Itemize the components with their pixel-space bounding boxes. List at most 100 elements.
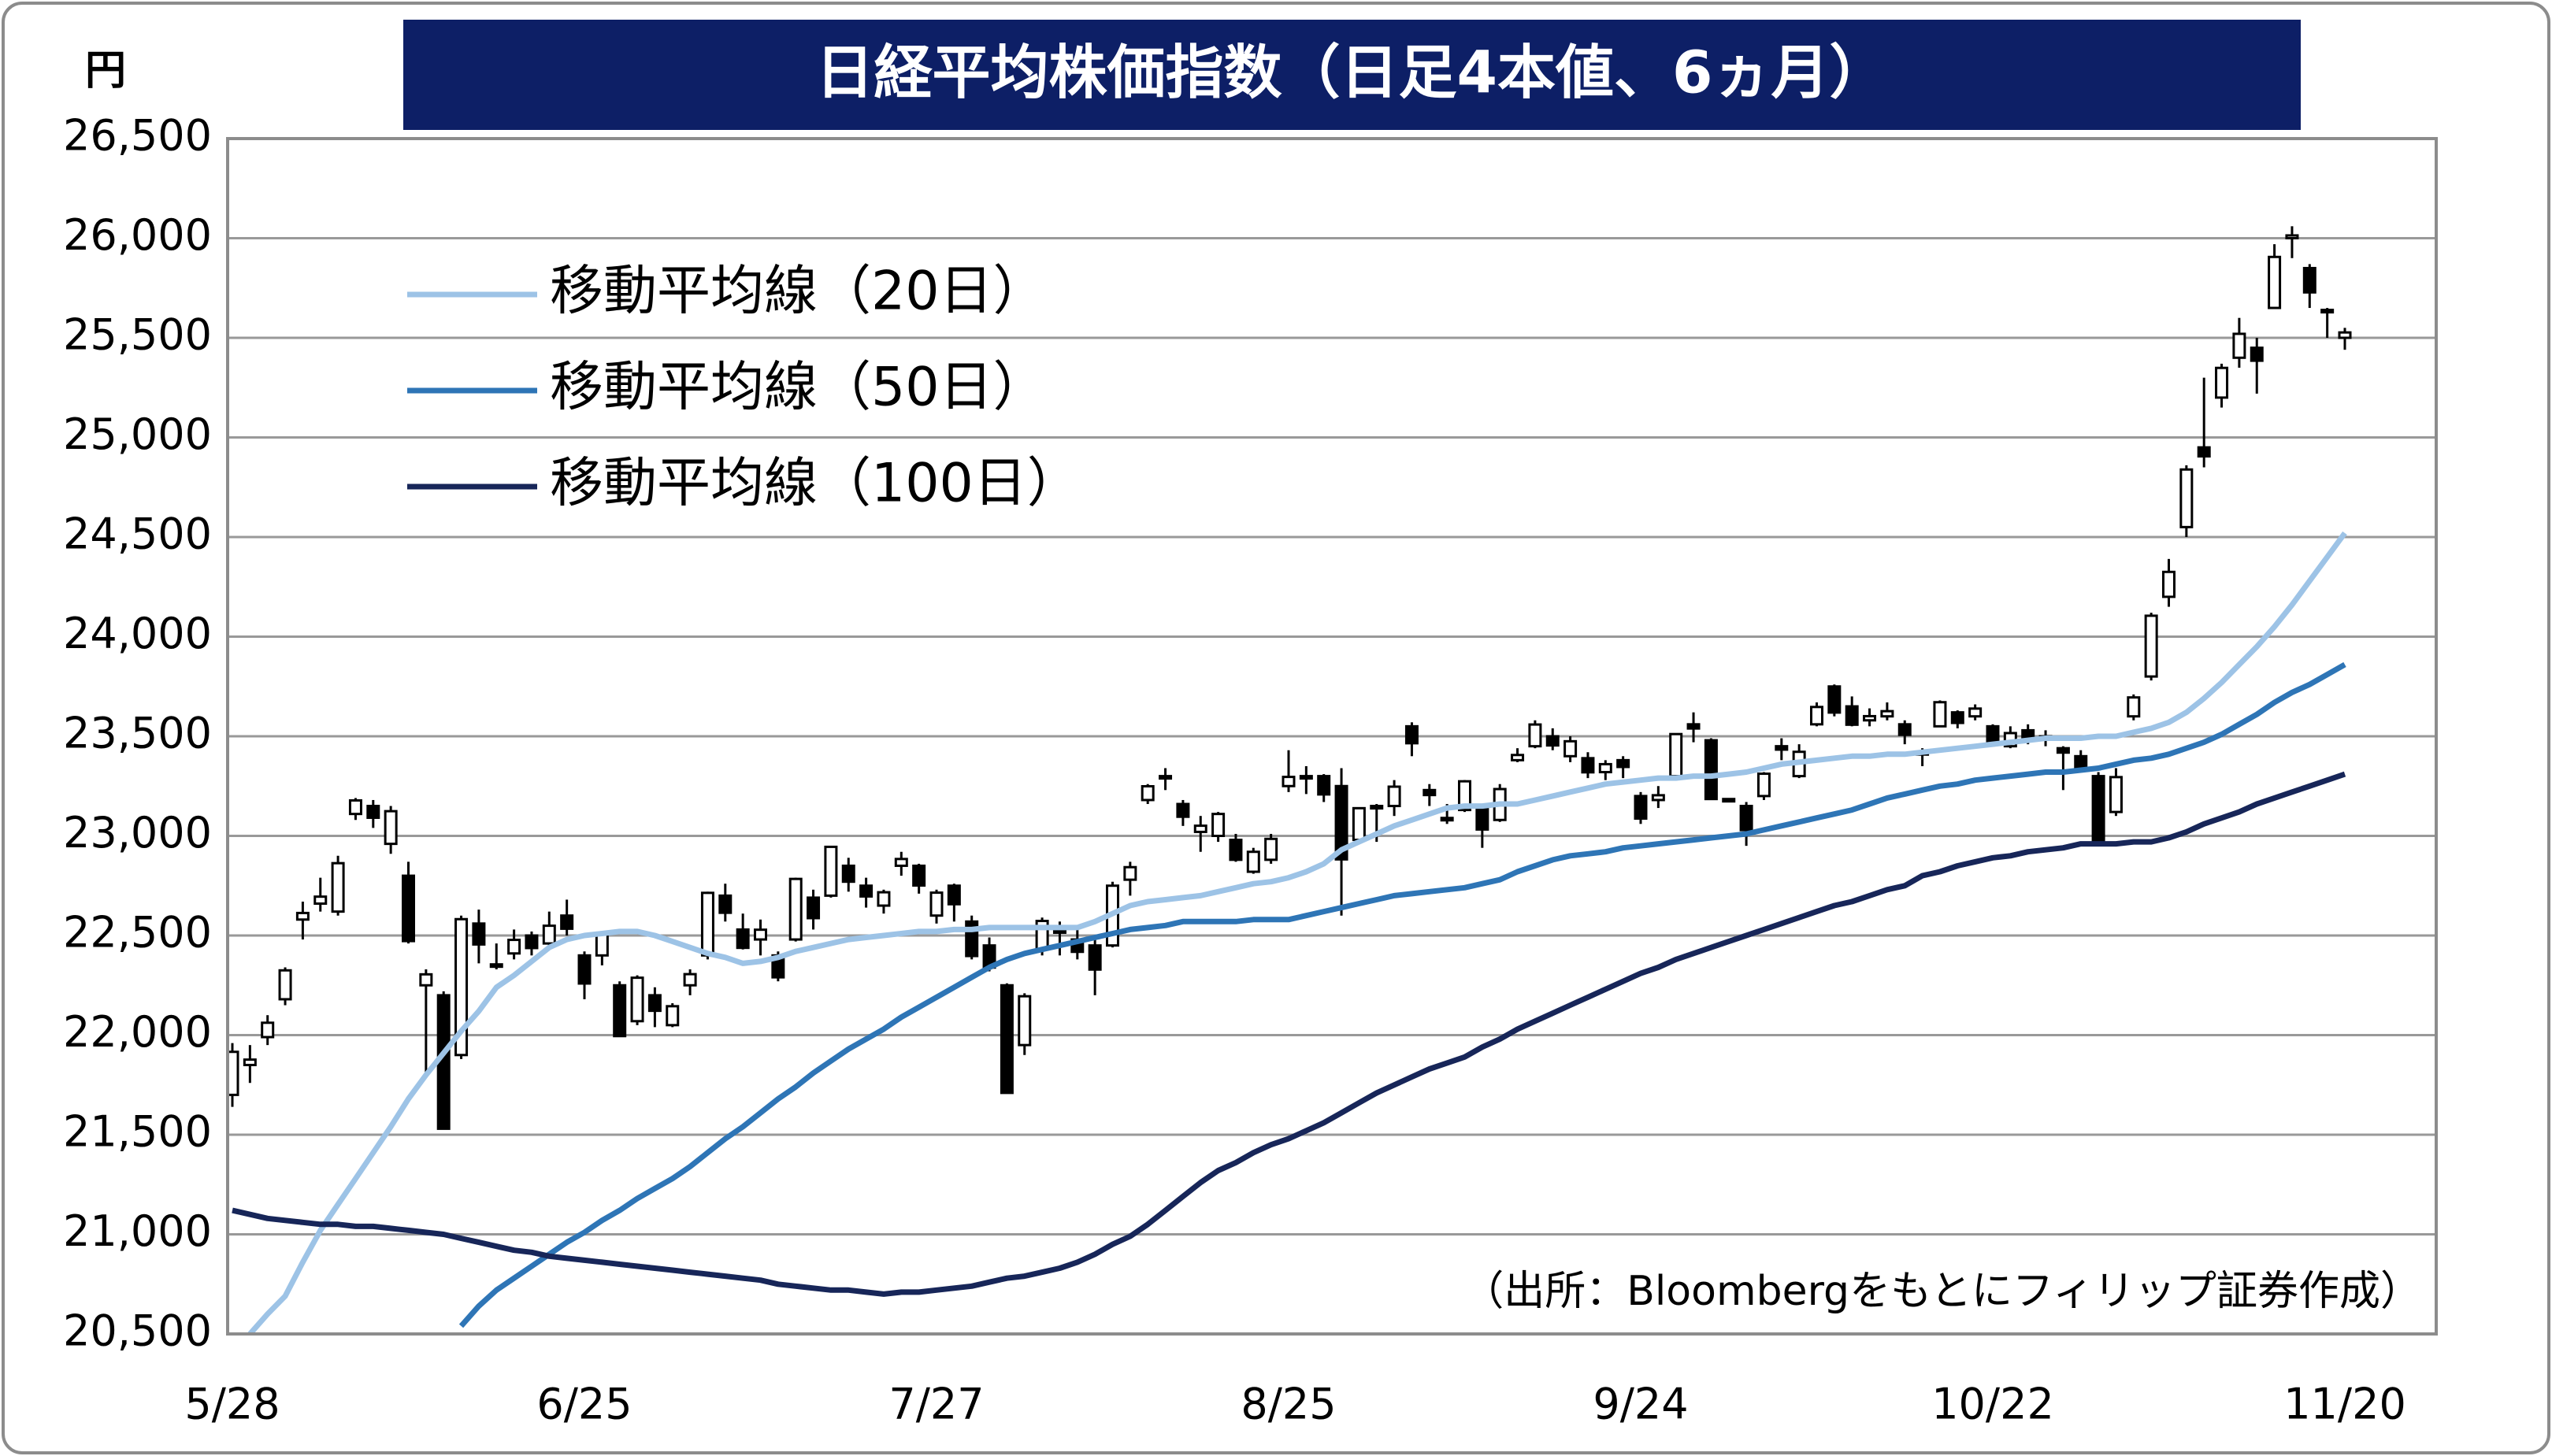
candle-body (1404, 724, 1419, 745)
candle-body (1475, 806, 1489, 831)
candle-body (560, 914, 574, 930)
candle-body (1616, 758, 1630, 769)
candle-body (894, 858, 908, 867)
y-tick-label: 25,000 (63, 409, 212, 459)
y-tick-label: 24,000 (63, 609, 212, 658)
candle-body (331, 861, 345, 913)
candle-body (228, 1050, 239, 1096)
y-tick-label: 21,000 (63, 1206, 212, 1256)
candle-body (1511, 754, 1525, 761)
x-tick-label: 11/20 (2283, 1380, 2406, 1429)
candle-body (2091, 775, 2105, 842)
candle-body (788, 877, 803, 941)
candle-body (2232, 332, 2246, 359)
candle-body (243, 1058, 257, 1066)
x-tick-label: 6/25 (536, 1380, 632, 1429)
candle-body (261, 1021, 275, 1039)
candle-body (700, 891, 714, 957)
candle-body (1123, 865, 1137, 881)
candle-body (859, 884, 874, 898)
title-box (403, 20, 2301, 130)
candle-body (1598, 762, 1612, 774)
candle-body (1863, 714, 1877, 722)
y-tick-label: 22,000 (63, 1007, 212, 1057)
candle-body (736, 928, 750, 950)
candle-body (1986, 724, 2000, 743)
candle-body (454, 917, 469, 1057)
chart-title: 日経平均株価指数（日足4本値、6ヵ月） (816, 39, 1888, 107)
candle-body (1088, 944, 1102, 971)
candle-body (2197, 446, 2211, 458)
legend-label: 移動平均線（20日） (550, 261, 1047, 323)
candle-body (1686, 723, 1701, 730)
candle-body (1651, 794, 1665, 802)
candle-body (929, 891, 944, 917)
candle-body (1739, 805, 1753, 832)
candle-body (1545, 735, 1560, 747)
candle-body (877, 891, 891, 907)
candle-body (577, 954, 592, 985)
candle-body (613, 984, 627, 1038)
candle-body (683, 973, 697, 987)
candle-body (2109, 776, 2123, 813)
x-tick-label: 8/25 (1241, 1380, 1336, 1429)
candle-body (807, 896, 821, 920)
y-tick-label: 25,500 (63, 310, 212, 360)
candle-body (1334, 784, 1348, 861)
candle-body (489, 963, 503, 969)
candle-body (630, 976, 644, 1023)
candle-body (1387, 785, 1401, 808)
candle-body (2144, 614, 2158, 678)
x-tick-label: 10/22 (1931, 1380, 2054, 1429)
axis-labels: 20,500 21,000 21,500 22,000 22,500 23,000 23,5… (63, 111, 2406, 1429)
candle-body (1193, 824, 1207, 833)
x-tick-label: 7/27 (888, 1380, 984, 1429)
y-tick-label: 26,500 (63, 111, 212, 161)
candle-body (1352, 806, 1366, 842)
candle-body (1299, 775, 1313, 780)
plot-border (226, 137, 2438, 1336)
candle-body (718, 894, 733, 914)
candle-body (2021, 728, 2035, 739)
candle-body (1458, 780, 1471, 812)
candle-body (754, 928, 767, 941)
candle-body (1722, 798, 1736, 803)
candle-body (2320, 309, 2335, 314)
candle-body (313, 895, 328, 906)
y-unit: 円 (85, 47, 126, 94)
candle-body (1176, 802, 1190, 818)
candle-body (841, 864, 855, 884)
candle-body (666, 1005, 680, 1027)
candle-body (1704, 739, 1718, 801)
ma-line (247, 531, 2347, 1334)
legend-label: 移動平均線（100日） (550, 453, 1081, 515)
candle-body (525, 934, 539, 950)
candle-body (1264, 837, 1278, 861)
y-tick-label: 24,500 (63, 509, 212, 559)
candle-body (295, 911, 310, 921)
candle-body (1968, 707, 1983, 718)
x-tick-label: 9/24 (1593, 1380, 1688, 1429)
candle-body (384, 810, 398, 846)
candle-body (2250, 346, 2264, 362)
candle-body (2268, 255, 2282, 309)
candle-body (1775, 745, 1789, 751)
candle-body (1018, 995, 1032, 1047)
candle-body (1317, 775, 1331, 796)
candle-body (824, 845, 838, 897)
candle-body (947, 884, 961, 906)
candle-body (2127, 696, 2141, 718)
candle-body (1563, 739, 1578, 758)
candle-body (1827, 685, 1842, 714)
candle-body (366, 805, 380, 819)
candle-body (1159, 775, 1173, 780)
candle-body (472, 922, 486, 946)
candle-body (1229, 839, 1243, 861)
y-tick-label: 22,500 (63, 908, 212, 958)
candle-body (2162, 570, 2176, 598)
x-tick-label: 5/28 (184, 1380, 280, 1429)
candle-body (1950, 711, 1964, 724)
